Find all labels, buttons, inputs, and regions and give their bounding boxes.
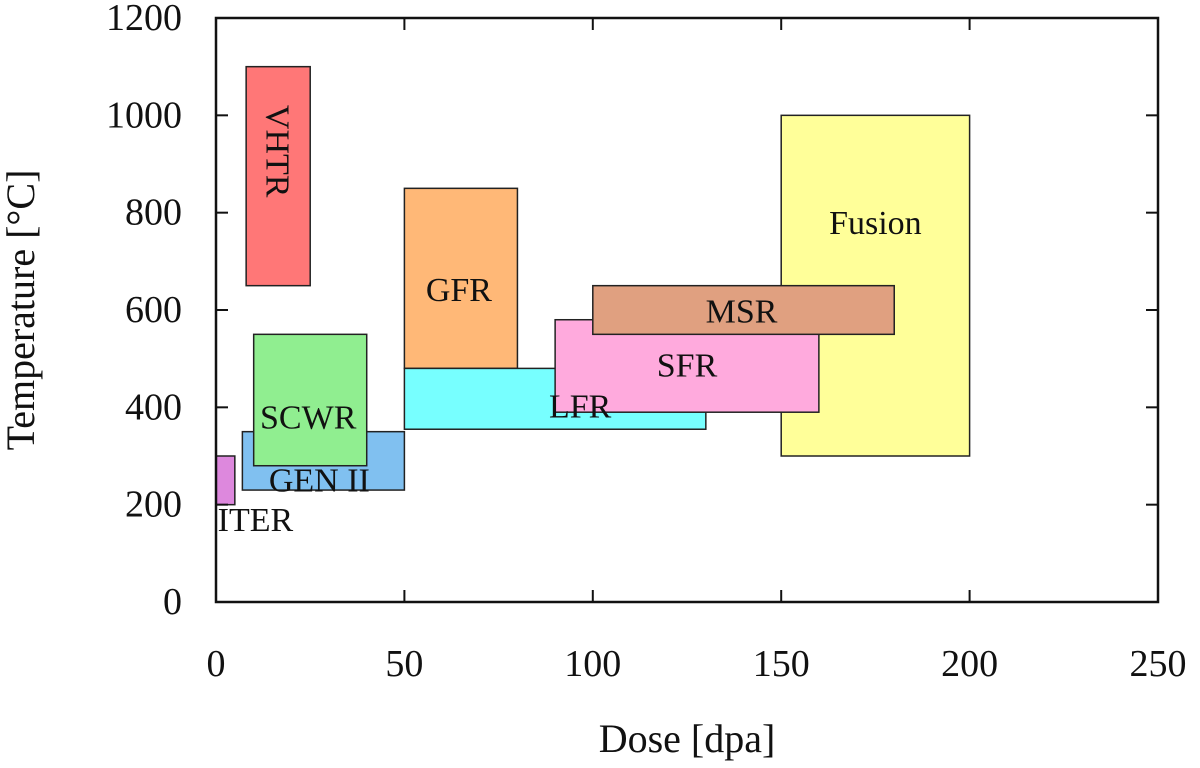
region-label-lfr: LFR [549,388,612,425]
region-label-iter: ITER [218,502,294,539]
axis-ticks: 0 50 100 150 200 250 0 200 400 600 800 1000 1200 [106,0,1187,685]
x-tick-label: 50 [385,643,423,685]
region-label-vhtr: VHTR [259,105,296,198]
y-tick-label: 200 [125,484,182,526]
x-tick-label: 0 [207,643,226,685]
x-axis-label: Dose [dpa] [599,716,776,761]
region-label-scwr: SCWR [260,400,357,437]
region-label-fusion: Fusion [829,205,922,242]
y-tick-label: 1200 [106,0,182,39]
region-box-scwr [252,333,368,467]
x-tick-label: 150 [753,643,810,685]
region-box-iter [215,455,236,506]
y-tick-label: 1000 [106,94,182,136]
y-axis-label: Temperature [°C] [0,170,43,451]
y-tick-label: 400 [125,386,182,428]
region-labels: Fusion VHTR GFR LFR GEN II SCWR ITER SFR MSR [218,105,922,539]
x-tick-label: 200 [941,643,998,685]
region-label-gen-ii: GEN II [269,462,370,499]
region-box-gfr [403,187,519,370]
region-boxes [215,65,971,506]
region-box-sfr [554,318,820,413]
region-box-msr [592,284,895,336]
y-tick-label: 800 [125,192,182,234]
y-tick-label: 600 [125,289,182,331]
region-label-msr: MSR [706,294,778,331]
region-label-gfr: GFR [426,272,492,309]
y-tick-label: 0 [163,581,182,623]
x-tick-label: 100 [564,643,621,685]
x-tick-label: 250 [1130,643,1187,685]
region-box-vhtr [245,65,311,287]
region-label-sfr: SFR [657,347,718,384]
